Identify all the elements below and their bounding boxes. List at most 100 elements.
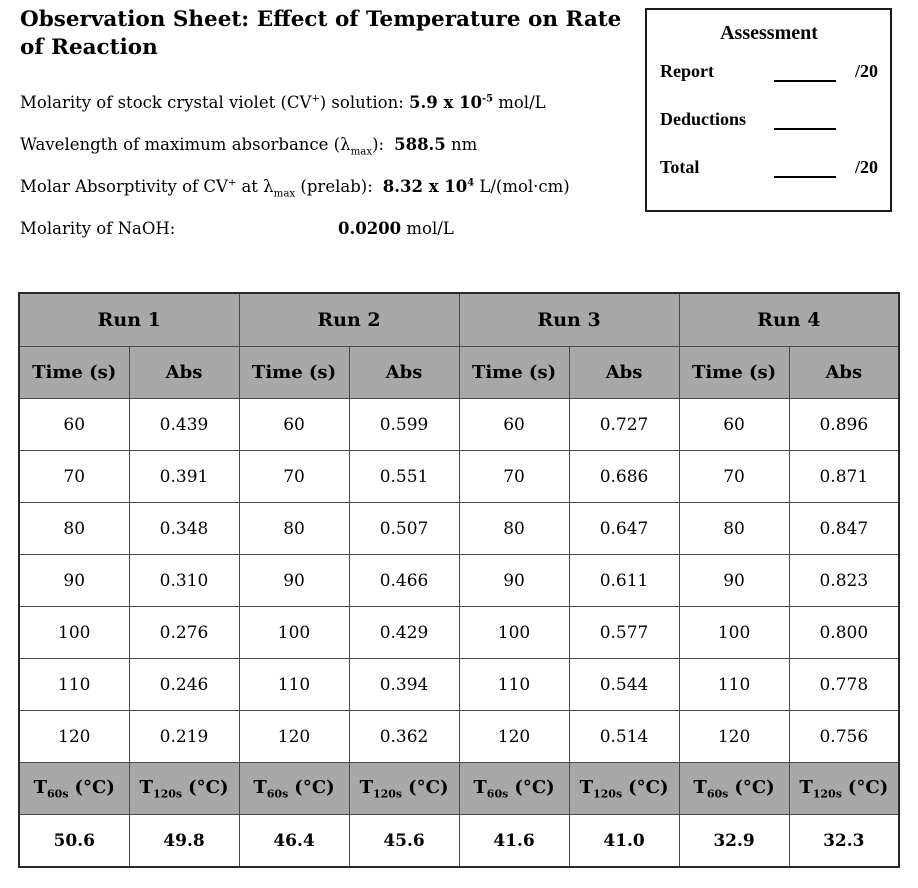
- absorptivity-label-mid: at λ: [236, 177, 274, 196]
- abs-cell: 0.219: [128, 710, 240, 763]
- time-cell: 60: [678, 398, 790, 451]
- temp-value-cell: 49.8: [128, 814, 240, 868]
- lambda-max-subscript: max: [273, 188, 296, 200]
- col-header-abs: Abs: [568, 346, 680, 399]
- temp-unit: (°C): [294, 776, 335, 798]
- report-label: Report: [660, 61, 714, 81]
- temp-unit: (°C): [847, 776, 889, 798]
- abs-cell: 0.310: [128, 554, 240, 607]
- abs-cell: 0.439: [128, 398, 240, 451]
- temp-subscript: 60s: [47, 787, 69, 801]
- time-cell: 100: [18, 606, 130, 659]
- abs-cell: 0.466: [348, 554, 460, 607]
- time-cell: 100: [238, 606, 350, 659]
- abs-cell: 0.362: [348, 710, 460, 763]
- report-blank-line[interactable]: [774, 63, 836, 82]
- absorptivity-unit: L/(mol·cm): [474, 177, 570, 196]
- time-cell: 120: [18, 710, 130, 763]
- cv-plus-superscript: +: [227, 177, 237, 189]
- temp-subscript: 120s: [592, 787, 623, 801]
- total-score-suffix: /20: [854, 157, 878, 177]
- temp-value-cell: 50.6: [18, 814, 130, 868]
- temp-header-t120: T120s (°C): [568, 762, 680, 815]
- run-header-2: Run 2: [238, 292, 460, 347]
- abs-cell: 0.871: [788, 450, 900, 503]
- report-score-suffix: /20: [854, 61, 878, 81]
- deductions-blank-line[interactable]: [774, 111, 836, 130]
- abs-cell: 0.577: [568, 606, 680, 659]
- wavelength-value: 588.5: [394, 135, 446, 154]
- time-cell: 90: [238, 554, 350, 607]
- temp-unit: (°C): [734, 776, 775, 798]
- temp-subscript: 60s: [706, 787, 729, 801]
- info-line-wavelength: Wavelength of maximum absorbance (λmax):…: [20, 135, 477, 157]
- total-blank-line[interactable]: [774, 159, 836, 178]
- temp-symbol: T: [799, 776, 813, 798]
- temp-header-t60: T60s (°C): [238, 762, 350, 815]
- temp-value-cell: 45.6: [348, 814, 460, 868]
- temp-value-cell: 32.3: [788, 814, 900, 868]
- temp-unit: (°C): [74, 776, 115, 798]
- naoh-unit: mol/L: [401, 219, 454, 238]
- observation-table: Run 1 Run 2 Run 3 Run 4 Time (s) Abs Tim…: [18, 292, 901, 868]
- assessment-row-total: Total /20: [660, 157, 878, 178]
- abs-cell: 0.507: [348, 502, 460, 555]
- abs-cell: 0.514: [568, 710, 680, 763]
- cv-molarity-value: 5.9 x 10: [409, 93, 482, 112]
- abs-cell: 0.756: [788, 710, 900, 763]
- time-cell: 110: [238, 658, 350, 711]
- abs-cell: 0.391: [128, 450, 240, 503]
- cv-plus-superscript: +: [311, 93, 320, 105]
- abs-cell: 0.429: [348, 606, 460, 659]
- time-cell: 120: [678, 710, 790, 763]
- deductions-label: Deductions: [660, 109, 747, 129]
- info-line-absorptivity: Molar Absorptivity of CV+ at λmax (prela…: [20, 177, 570, 199]
- col-header-abs: Abs: [128, 346, 240, 399]
- temp-header-t120: T120s (°C): [128, 762, 240, 815]
- time-cell: 120: [238, 710, 350, 763]
- table-row: 110 0.246 110 0.394 110 0.544 110 0.778: [18, 658, 900, 711]
- col-header-time: Time (s): [678, 346, 790, 399]
- col-header-time: Time (s): [18, 346, 130, 399]
- assessment-title: Assessment: [720, 22, 818, 44]
- col-header-abs: Abs: [348, 346, 460, 399]
- time-cell: 80: [238, 502, 350, 555]
- temp-value-row: 50.6 49.8 46.4 45.6 41.6 41.0 32.9 32.3: [18, 814, 900, 868]
- abs-cell: 0.800: [788, 606, 900, 659]
- absorptivity-label: Molar Absorptivity of CV: [20, 177, 228, 196]
- time-cell: 60: [238, 398, 350, 451]
- time-cell: 70: [458, 450, 570, 503]
- total-label: Total: [660, 157, 700, 177]
- time-cell: 80: [18, 502, 130, 555]
- wavelength-label-end: ):: [372, 135, 385, 154]
- temp-header-row: T60s (°C) T120s (°C) T60s (°C) T120s (°C) T6…: [18, 762, 900, 815]
- abs-cell: 0.599: [348, 398, 460, 451]
- table-row: 70 0.391 70 0.551 70 0.686 70 0.871: [18, 450, 900, 503]
- abs-cell: 0.686: [568, 450, 680, 503]
- time-cell: 80: [458, 502, 570, 555]
- cv-molarity-label: Molarity of stock crystal violet (CV: [20, 93, 312, 112]
- run-header-1: Run 1: [18, 292, 240, 347]
- temp-symbol: T: [253, 776, 267, 798]
- temp-unit: (°C): [408, 776, 449, 798]
- abs-cell: 0.778: [788, 658, 900, 711]
- time-cell: 70: [678, 450, 790, 503]
- temp-symbol: T: [359, 776, 373, 798]
- abs-cell: 0.276: [128, 606, 240, 659]
- temp-symbol: T: [473, 776, 487, 798]
- time-cell: 110: [458, 658, 570, 711]
- temp-subscript: 120s: [812, 787, 842, 801]
- table-row: 60 0.439 60 0.599 60 0.727 60 0.896: [18, 398, 900, 451]
- page-title: Observation Sheet: Effect of Temperature…: [20, 7, 622, 60]
- abs-cell: 0.647: [568, 502, 680, 555]
- table-row: 120 0.219 120 0.362 120 0.514 120 0.756: [18, 710, 900, 763]
- abs-cell: 0.394: [348, 658, 460, 711]
- col-header-time: Time (s): [238, 346, 350, 399]
- info-line-naoh: Molarity of NaOH: 0.0200 mol/L: [20, 219, 454, 238]
- time-cell: 120: [458, 710, 570, 763]
- time-cell: 80: [678, 502, 790, 555]
- time-cell: 90: [18, 554, 130, 607]
- time-cell: 90: [678, 554, 790, 607]
- temp-symbol: T: [579, 776, 593, 798]
